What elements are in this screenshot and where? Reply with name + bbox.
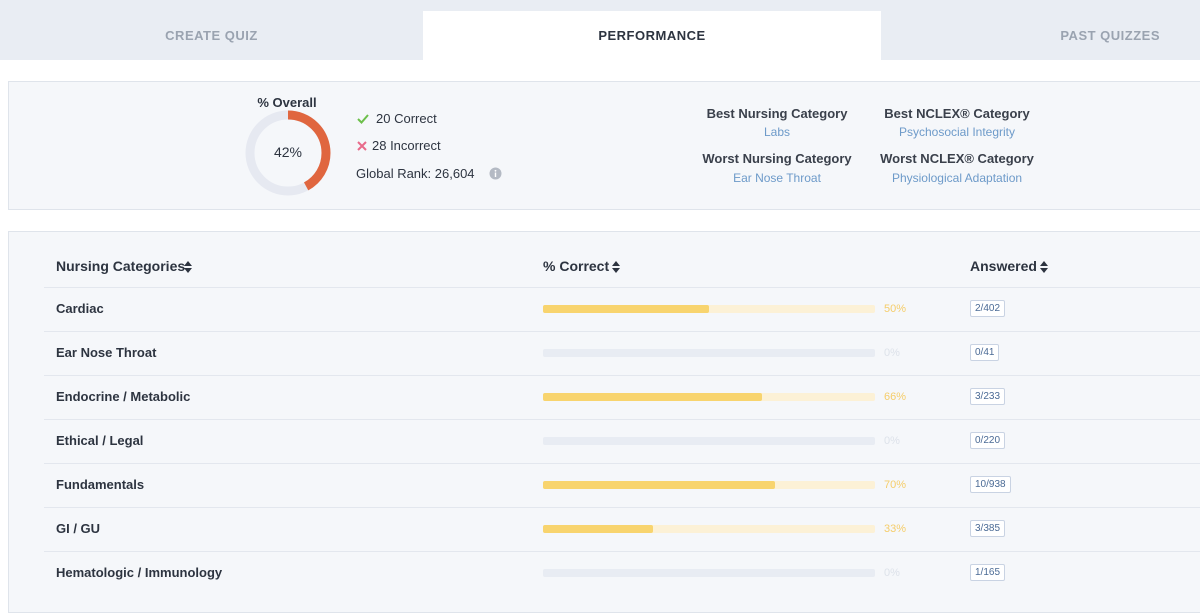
column-header[interactable]: % Correct [543,258,610,274]
incorrect-count: 28 Incorrect [372,138,441,153]
category-title: Worst NCLEX® Category [880,151,1034,166]
row-name: GI / GU [56,521,101,536]
percent-label: 66% [884,391,907,403]
answered-pill: 3/233 [970,388,1006,405]
category-title: Worst Nursing Category [702,151,852,166]
global-rank: Global Rank: 26,604 [356,166,475,181]
category-value: Psychosocial Integrity [898,125,1016,139]
percent-label: 0% [884,347,900,359]
category-title: Best NCLEX® Category [884,106,1030,121]
bar [543,305,709,313]
row-name: Hematologic / Immunology [56,565,223,580]
row-name: Fundamentals [56,477,145,492]
percent-label: 50% [884,303,907,315]
answered-pill: 3/385 [970,520,1006,537]
row-name: Cardiac [56,301,104,316]
percent-label: 33% [884,523,907,535]
row-divider [44,551,1200,552]
answered-pill: 2/402 [970,300,1006,317]
bar-track [543,305,875,313]
tab[interactable]: PERFORMANCE [423,11,881,60]
row-divider [44,419,1200,420]
answered-pill: 0/41 [970,344,1000,361]
donut-arc [245,110,331,196]
column-header[interactable]: Answered [970,258,1037,274]
bar [543,481,776,489]
overall-title: % Overall [257,95,317,110]
sort-icon[interactable] [1040,261,1048,273]
row-divider [44,463,1200,464]
answered-pill: 1/165 [970,564,1006,581]
sort-icon[interactable] [612,261,620,273]
donut [245,110,331,196]
bar-track [543,569,875,577]
percent-label: 0% [884,435,900,447]
percent-label: 0% [884,567,900,579]
row-divider [44,287,1200,288]
column-header[interactable]: Nursing Categories [56,258,186,274]
row-name: Ear Nose Throat [56,345,157,360]
category-title: Best Nursing Category [706,106,848,121]
row-divider [44,331,1200,332]
bar-track [543,525,875,533]
sort-icon[interactable] [184,261,192,273]
row-divider [44,507,1200,508]
row-name: Ethical / Legal [56,433,144,448]
bar-track [543,437,875,445]
correct-count: 20 Correct [376,111,437,126]
bar [543,525,653,533]
category-value: Labs [763,125,791,139]
tab[interactable]: CREATE QUIZ [165,28,258,43]
category-value: Physiological Adaptation [891,171,1023,185]
table-panel [8,231,1200,613]
info-icon[interactable] [489,167,502,180]
answered-pill: 10/938 [970,476,1011,493]
bar [543,393,763,401]
check-icon [357,114,369,124]
tab[interactable]: PAST QUIZZES [1060,28,1160,43]
answered-pill: 0/220 [970,432,1006,449]
overall-label: 42% [273,144,303,160]
row-divider [44,375,1200,376]
bar-track [543,349,875,357]
category-value: Ear Nose Throat [733,171,821,185]
summary-panel [8,81,1200,210]
row-name: Endocrine / Metabolic [56,389,191,404]
cross-icon [357,141,367,151]
percent-label: 70% [884,479,907,491]
